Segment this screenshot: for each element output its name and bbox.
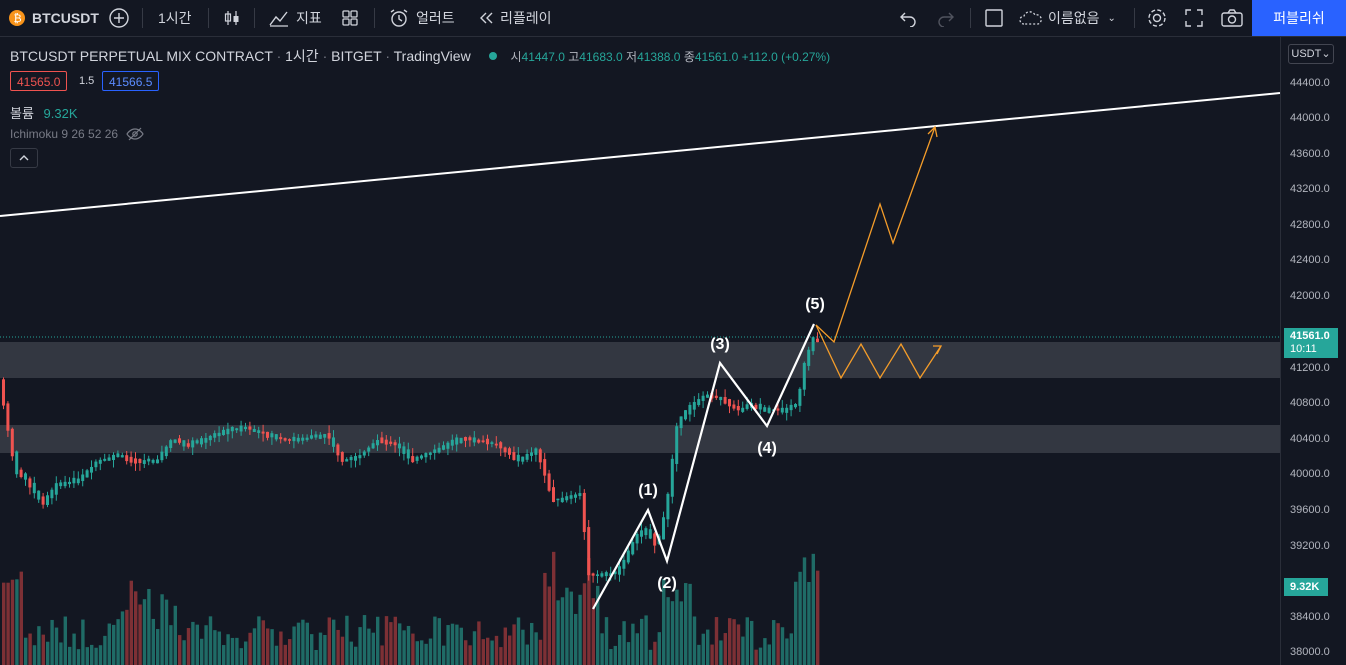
symbol-description: BTCUSDT PERPETUAL MIX CONTRACT: [10, 48, 273, 64]
undo-icon: [900, 12, 916, 27]
cloud-icon: [1019, 11, 1042, 25]
legend-source: TradingView: [393, 48, 471, 64]
range-arrowhead: [933, 345, 943, 355]
close-value: 41561.0: [694, 50, 739, 64]
wave-label-5: (5): [805, 296, 825, 313]
price-tick: 44400.0: [1290, 77, 1330, 89]
low-value: 41388.0: [637, 50, 681, 64]
elliott-wave-line[interactable]: [592, 323, 815, 610]
trendline[interactable]: [0, 92, 1281, 217]
replay-label: 리플레이: [500, 10, 552, 26]
price-tick: 39200.0: [1290, 540, 1330, 552]
sell-price[interactable]: 41565.0: [10, 71, 68, 91]
wave-label-4: (4): [757, 440, 777, 457]
price-tick: 42800.0: [1290, 219, 1330, 231]
price-tick: 38000.0: [1290, 646, 1330, 658]
price-tick: 40400.0: [1290, 433, 1330, 445]
currency-selector[interactable]: USDT⌄: [1288, 44, 1334, 64]
legend-interval: 1시간: [285, 48, 319, 64]
redo-icon: [938, 12, 954, 27]
snapshot-button[interactable]: [1220, 0, 1244, 36]
legend-exchange: BITGET: [331, 48, 382, 64]
range-projection[interactable]: [815, 324, 942, 380]
symbol-search[interactable]: ₿ BTCUSDT: [8, 0, 99, 36]
replay-button[interactable]: 리플레이: [478, 0, 552, 36]
chevron-down-icon: ⌄: [1107, 12, 1116, 24]
price-tick: 44000.0: [1290, 112, 1330, 124]
collapse-legend-button[interactable]: [10, 148, 38, 168]
chevron-up-icon: [19, 155, 29, 161]
price-tick: 43600.0: [1290, 148, 1330, 160]
volume-legend: 볼륨 9.32K: [10, 106, 78, 121]
symbol-label: BTCUSDT: [32, 10, 99, 26]
projection-arrowhead: [927, 125, 938, 138]
indicators-button[interactable]: 지표: [268, 0, 322, 36]
price-tick: 38400.0: [1290, 611, 1330, 623]
volume-value: 9.32K: [43, 106, 78, 121]
rewind-icon: [480, 12, 493, 24]
fullscreen-button[interactable]: [1184, 0, 1204, 36]
candlesticks: [2, 332, 819, 584]
camera-icon: [1221, 9, 1243, 27]
resistance-zone: [0, 342, 1280, 378]
publish-button[interactable]: 퍼블리쉬: [1252, 0, 1346, 36]
fullscreen-toggle[interactable]: [984, 0, 1004, 36]
buy-price[interactable]: 41566.5: [102, 71, 160, 91]
volume-bars: [2, 551, 820, 665]
undo-button[interactable]: [898, 0, 918, 36]
gear-icon: [1148, 9, 1166, 27]
price-tick: 41200.0: [1290, 362, 1330, 374]
plus-circle-icon: [109, 8, 129, 28]
volume-tag: 9.32K: [1284, 578, 1328, 596]
alert-button[interactable]: 얼러트: [388, 0, 455, 36]
market-status-dot: [488, 52, 497, 60]
interval-label: 1시간: [158, 10, 192, 26]
expand-icon: [1185, 9, 1203, 27]
alarm-clock-icon: [390, 9, 408, 27]
last-price-tag: 41561.0 10:11: [1284, 328, 1338, 358]
chart-legend: BTCUSDT PERPETUAL MIX CONTRACT · 1시간 · B…: [10, 48, 831, 64]
price-tick: 40000.0: [1290, 468, 1330, 480]
indicators-label: 지표: [296, 10, 322, 26]
layout-name-label: 이름없음: [1048, 10, 1100, 26]
wave-label-1: (1): [638, 482, 658, 499]
bitcoin-icon: ₿: [9, 10, 25, 26]
spread-value: 1.5: [79, 75, 95, 87]
price-tick: 42000.0: [1290, 290, 1330, 302]
alert-label: 얼러트: [416, 10, 455, 26]
price-tick: 40800.0: [1290, 397, 1330, 409]
compare-button[interactable]: [108, 0, 130, 36]
grid-icon: [342, 10, 358, 26]
price-tick: 43200.0: [1290, 183, 1330, 195]
interval-button[interactable]: 1시간: [158, 0, 192, 36]
high-value: 41683.0: [579, 50, 623, 64]
settings-button[interactable]: [1146, 0, 1168, 36]
chart-type-button[interactable]: [222, 0, 242, 36]
ichimoku-legend[interactable]: Ichimoku 9 26 52 26: [10, 127, 144, 141]
price-chart[interactable]: (1) (2) (3) (4) (5): [0, 37, 1346, 665]
price-tick: 39600.0: [1290, 504, 1330, 516]
wave-label-2: (2): [657, 575, 677, 592]
templates-button[interactable]: [340, 0, 360, 36]
redo-button[interactable]: [936, 0, 956, 36]
price-tick: 42400.0: [1290, 254, 1330, 266]
top-toolbar: ₿ BTCUSDT 1시간 지표 얼러트 리플레이 이름없음 ⌄: [0, 0, 1346, 37]
wave-label-3: (3): [710, 336, 730, 353]
svg-text:₿: ₿: [14, 12, 22, 25]
indicators-icon: [269, 11, 288, 27]
candles-icon: [224, 11, 239, 25]
square-icon: [985, 9, 1003, 27]
support-zone: [0, 425, 1280, 453]
open-value: 41447.0: [521, 50, 565, 64]
bullish-projection[interactable]: [815, 126, 936, 344]
change-value: +112.0 (+0.27%): [741, 50, 831, 64]
eye-off-icon[interactable]: [126, 127, 144, 141]
layout-name-button[interactable]: 이름없음 ⌄: [1018, 0, 1116, 36]
